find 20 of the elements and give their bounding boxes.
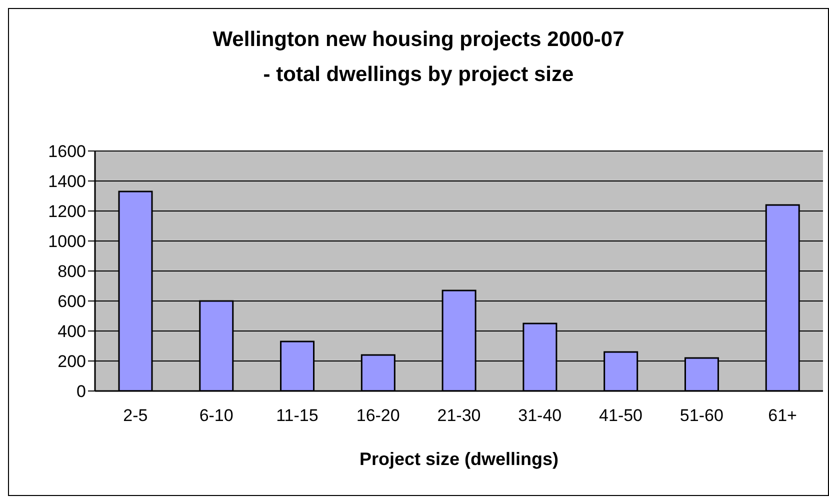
x-axis-title: Project size (dwellings): [358, 449, 560, 470]
y-tick-label: 800: [58, 262, 86, 282]
x-tick-label: 11-15: [276, 406, 318, 426]
y-tick-label: 0: [76, 382, 86, 402]
y-tick-label: 600: [58, 292, 86, 312]
x-tick-label: 21-30: [437, 406, 481, 426]
x-tick-label: 6-10: [199, 406, 234, 426]
y-tick-label: 1600: [48, 142, 86, 162]
x-tick-label: 61+: [768, 406, 798, 426]
y-tick-label: 1400: [48, 172, 86, 192]
x-tick-label: 16-20: [356, 406, 400, 426]
y-tick-label: 400: [58, 322, 86, 342]
x-tick-label: 2-5: [123, 406, 148, 426]
x-tick-label: 51-60: [680, 406, 724, 426]
y-tick-label: 1200: [48, 202, 86, 222]
y-tick-label: 200: [58, 352, 86, 372]
x-tick-label: 31-40: [518, 406, 562, 426]
x-tick-label: 41-50: [599, 406, 643, 426]
y-tick-label: 1000: [48, 232, 86, 252]
chart-title: Wellington new housing projects 2000-07 - total dwellings by project size: [212, 27, 626, 88]
